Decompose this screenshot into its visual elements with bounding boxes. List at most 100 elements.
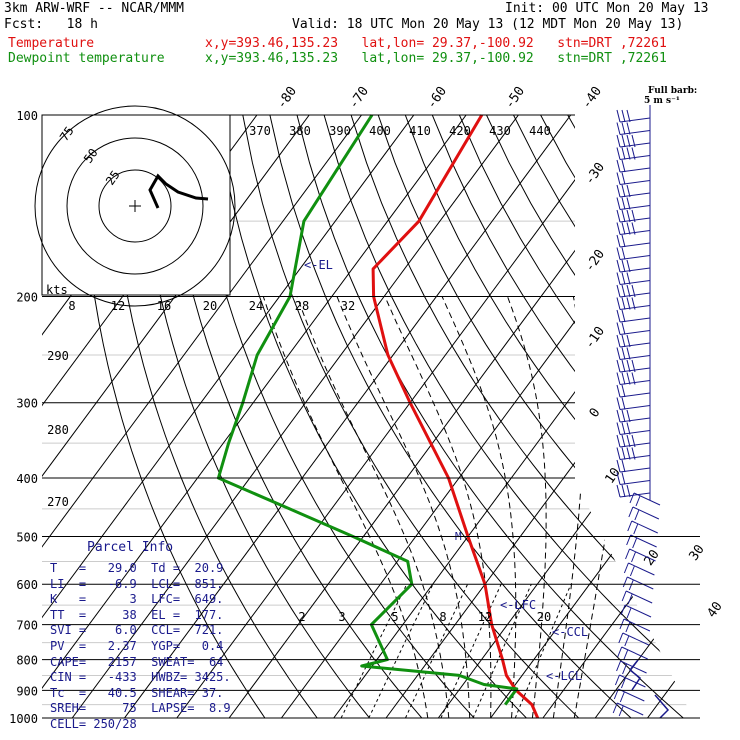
dewpoint-legend: Dewpoint temperature [8, 51, 165, 66]
dry-adiabat-label: 270 [47, 495, 69, 509]
wind-barb [616, 222, 651, 235]
wind-barb [627, 520, 658, 535]
wind-barb [616, 409, 651, 423]
isotherm-label: 30 [686, 542, 707, 563]
wind-barbs [612, 105, 670, 719]
mixing-ratio-lower-label: 3 [338, 610, 345, 624]
wind-barb [616, 234, 651, 248]
moist-adiabat [573, 296, 632, 718]
isotherm-line [228, 115, 676, 718]
wind-barb [616, 459, 651, 473]
isotherm-line [542, 115, 693, 718]
valid-time: Valid: 18 UTC Mon 20 May 13 (12 MDT Mon … [292, 17, 684, 32]
wind-barb [616, 447, 651, 460]
barb-legend-title: Full barb: [648, 86, 698, 96]
isotherm-label: -60 [424, 84, 450, 112]
parcel-info-row: TT = 38 EL = 177. [50, 607, 224, 622]
wind-barb [622, 576, 654, 591]
dry-adiabat [675, 115, 693, 718]
isotherm-line [437, 115, 693, 718]
mixing-ratio-line [405, 583, 469, 718]
mixing-ratio-line [340, 583, 408, 718]
parcel-info-panel: Parcel Info T = 29.0 Td = 20.9 LI = -6.9 … [42, 538, 237, 731]
moist-adiabat [552, 296, 585, 718]
parcel-info-title: Parcel Info [87, 540, 174, 555]
dry-adiabat [79, 115, 266, 718]
wind-barb [617, 646, 648, 661]
wind-barb [612, 702, 644, 717]
mixing-ratio-lower-label: 8 [439, 610, 446, 624]
mixing-ratio-label: 20 [203, 299, 217, 313]
isotherm-line [647, 115, 693, 718]
hodograph-ring [66, 137, 204, 275]
wind-barb [616, 347, 651, 360]
model-title: 3km ARW-WRF -- NCAR/MMM [4, 1, 185, 16]
wind-barb [616, 434, 651, 448]
pressure-label: 200 [16, 291, 38, 305]
parcel-info-row: CELL= 250/28 [50, 717, 137, 731]
temperature-legend: Temperature [8, 36, 95, 51]
wind-barb [616, 384, 651, 398]
moist-adiabat [441, 296, 517, 718]
mixing-ratio-label: 8 [68, 299, 75, 313]
dry-adiabat [134, 115, 370, 718]
hodograph-ring-label: 75 [57, 124, 77, 144]
theta-label: 370 [249, 124, 271, 138]
theta-label: 420 [449, 124, 471, 138]
ccl-annotation: <-CCL [552, 625, 588, 639]
dry-adiabat [323, 115, 693, 718]
dry-adiabat-label: 280 [47, 423, 69, 437]
wind-barb [620, 604, 652, 619]
isotherm-label: -30 [582, 160, 608, 188]
low-level-barb [628, 659, 642, 691]
wind-barb [616, 372, 651, 385]
wind-barb [614, 674, 646, 689]
mixing-ratio-label: 24 [249, 299, 263, 313]
temperature-location: x,y=393.46,135.23 lat,lon= 29.37,-100.92… [205, 36, 667, 51]
wind-barb [616, 660, 647, 675]
dry-adiabat [107, 115, 318, 718]
pressure-label: 600 [16, 578, 38, 592]
mixing-ratio-lower-label: 20 [537, 610, 551, 624]
isotherm-label: 20 [641, 547, 662, 568]
init-time: Init: 00 UTC Mon 20 May 13 [505, 1, 709, 16]
isotherm-line [42, 115, 415, 718]
moist-adiabat [336, 296, 471, 718]
pressure-label: 300 [16, 397, 38, 411]
isotherm-line [71, 115, 519, 718]
hodograph-kts-label: kts [46, 283, 68, 297]
mixing-ratio-label: 12 [111, 299, 125, 313]
dry-adiabat [188, 115, 475, 718]
dry-adiabat [404, 115, 693, 718]
isotherm-line [594, 115, 693, 718]
hodograph-ring [98, 169, 172, 243]
dry-adiabat [161, 115, 423, 718]
parcel-info-row: Tc = 40.5 SHEAR= 37. [50, 685, 224, 700]
moist-adiabat [507, 296, 547, 718]
isotherm-label: -40 [579, 84, 605, 112]
mixing-ratio-line [440, 583, 502, 718]
wind-barb [616, 297, 651, 310]
wind-barb [616, 397, 651, 410]
lfc-annotation: <-LFC [500, 598, 536, 612]
mixing-ratio-label: 16 [157, 299, 171, 313]
isotherm-label: -50 [502, 84, 528, 112]
parcel-info-row: SREH= 75 LAPSE= 8.9 [50, 701, 231, 716]
theta-label: 430 [489, 124, 511, 138]
wind-barb [618, 632, 650, 647]
parcel-info-row: SVI = 6.0 CCL= 721. [50, 623, 224, 638]
wind-barb [616, 247, 651, 260]
dry-adiabat [703, 115, 740, 718]
dewpoint-location: x,y=393.46,135.23 lat,lon= 29.37,-100.92… [205, 51, 667, 66]
wind-barb [616, 472, 651, 485]
parcel-info-row: CAPE= 2157 SWEAT= 64 [50, 654, 224, 669]
wind-barb [616, 184, 651, 198]
hodograph-frame [41, 114, 231, 296]
wind-barb [616, 422, 651, 435]
wind-barb [616, 172, 651, 185]
wind-barb [616, 334, 651, 348]
wind-barb [623, 562, 655, 577]
theta-label: 410 [409, 124, 431, 138]
theta-label: 400 [369, 124, 391, 138]
